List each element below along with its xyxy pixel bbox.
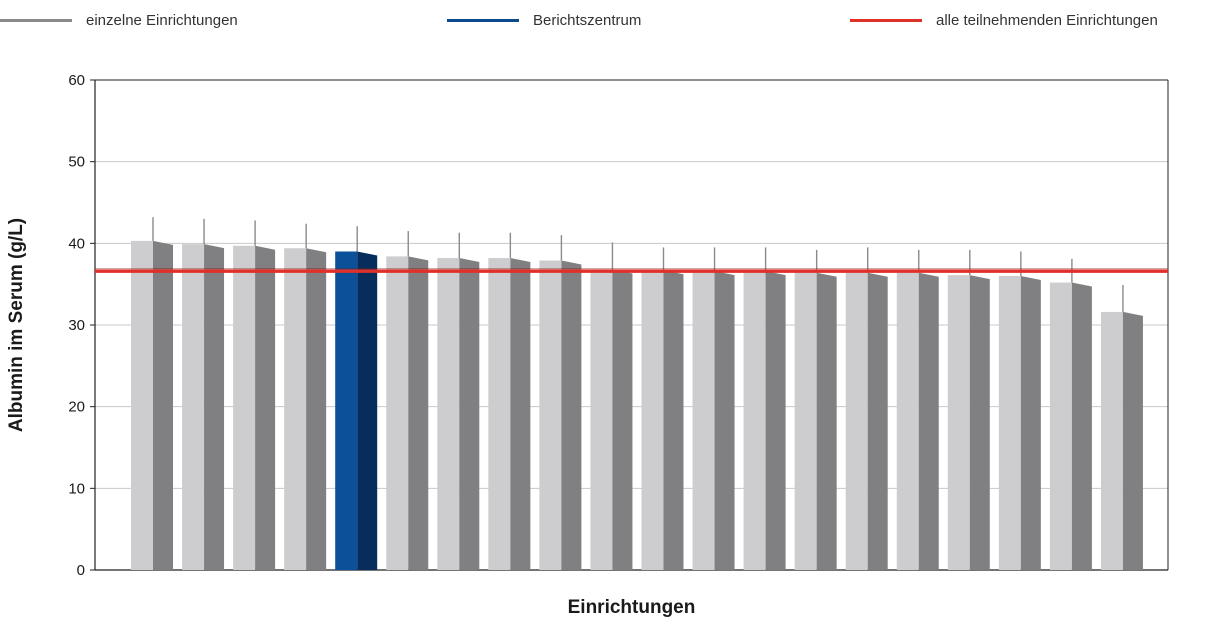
bar [131,217,173,570]
bar-side [357,251,378,570]
bar [386,231,429,570]
bar-side [816,272,837,570]
y-tick-label: 10 [68,480,85,497]
bar-front [845,272,868,570]
legend-swatch [850,18,922,22]
bar-front [131,240,153,570]
bar-front [335,251,358,570]
bar-front [590,269,613,570]
bar-front [1049,282,1072,570]
bar-front [386,256,409,570]
bar [998,251,1041,570]
bar-front [692,271,715,570]
bar [488,232,531,570]
bar [641,247,684,570]
legend-label: einzelne Einrichtungen [86,11,238,29]
bar-front [539,260,562,570]
y-tick-label: 50 [68,154,85,171]
bar-side [612,269,633,570]
bar [590,242,633,570]
bar [845,247,888,570]
bar [233,220,276,571]
bar-side [306,248,327,570]
y-tick-label: 60 [68,72,85,89]
bar-side [765,271,786,570]
bar-side [408,256,429,570]
y-tick-label: 0 [77,562,85,579]
bar [947,249,990,570]
bar [743,247,786,570]
bar-front [641,270,664,570]
bar-side [969,275,990,570]
y-tick-label: 30 [68,317,85,334]
bar [1049,258,1092,570]
bar-side [918,272,939,570]
bar-front [794,272,817,570]
bar [284,223,327,570]
legend-item: alle teilnehmenden Einrichtungen [850,8,1158,32]
bar-report-center [335,226,378,570]
legend-swatch [0,18,72,22]
bar [182,218,225,570]
bar-side [714,271,735,570]
bar-front [998,276,1021,570]
bar-side [1122,311,1143,570]
legend-label: Berichtszentrum [533,11,642,29]
bar-front [947,275,970,570]
bar [1100,284,1143,570]
bar-side [1071,282,1092,570]
bar-front [233,245,256,571]
bar-side [204,244,225,570]
y-tick-label: 40 [68,235,85,252]
bar-front [743,271,766,570]
bar-front [488,258,511,570]
bar [794,249,837,570]
bar-front [1100,311,1123,570]
bar-front [896,272,919,570]
bar-side [1020,276,1041,570]
bar-side [561,260,582,570]
bar-side [510,258,531,570]
y-axis-title: Albumin im Serum (g/L) [6,218,27,432]
bar [539,235,582,570]
bar-front [284,248,307,570]
bar-side [867,272,888,570]
bar-side [663,270,684,570]
legend-item: einzelne Einrichtungen [0,8,238,32]
bar [692,247,735,570]
bar-front [182,244,205,570]
bar [437,232,480,570]
chart-legend: einzelne Einrichtungen Berichtszentrum all… [0,0,1216,40]
bar-side [459,258,480,570]
y-tick-label: 20 [68,399,85,416]
legend-label: alle teilnehmenden Einrichtungen [936,11,1158,29]
bar-front [437,258,460,570]
bar [896,249,939,570]
x-axis-title: Einrichtungen [568,597,696,618]
bar-side [153,240,173,570]
legend-swatch [447,18,519,22]
bar-side [255,245,276,571]
legend-item: Berichtszentrum [447,8,641,32]
